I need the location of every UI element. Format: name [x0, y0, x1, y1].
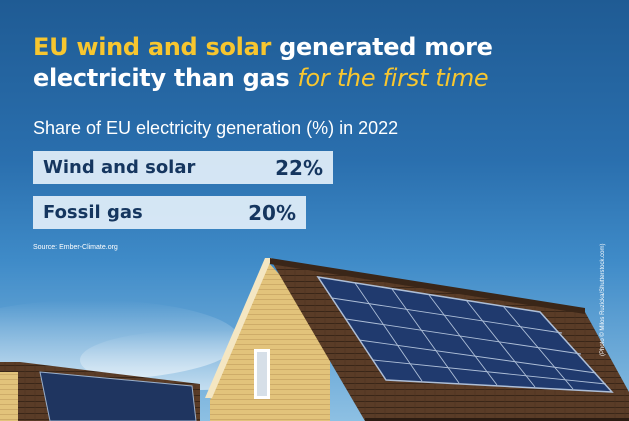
photo-credit: (Photo © Milos Ruzicka/Shutterstock.com) [600, 243, 606, 356]
window-pane [257, 352, 267, 396]
gable-edge [205, 258, 272, 398]
roof-ridge [270, 258, 585, 314]
headline-text: generated more [271, 33, 493, 61]
left-wall [0, 372, 18, 421]
roof-front-edge [365, 418, 629, 421]
left-roof-panels [39, 371, 197, 421]
bar-wind-and-solar: Wind and solar 22% [33, 151, 333, 184]
headline-emphasis: for the first time [297, 64, 489, 92]
source-note: Source: Ember-Climate.org [33, 244, 118, 251]
bar-value-label: 20% [248, 200, 296, 225]
headline: EU wind and solar generated more electric… [33, 32, 493, 94]
bar-value-label: 22% [275, 155, 323, 180]
bar-label: Wind and solar [43, 157, 196, 178]
bar-fossil-gas: Fossil gas 20% [33, 196, 306, 229]
bar-label: Fossil gas [43, 202, 143, 223]
chart-title: Share of EU electricity generation (%) i… [33, 118, 399, 138]
headline-text-2: electricity than gas [33, 64, 298, 92]
headline-highlight: EU wind and solar [33, 33, 272, 61]
